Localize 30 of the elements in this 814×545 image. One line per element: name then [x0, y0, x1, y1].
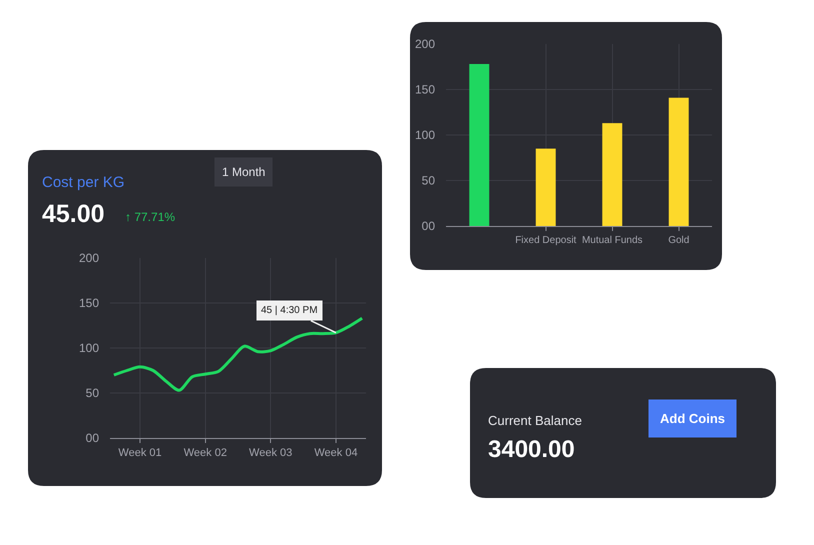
text: Add Coins — [660, 411, 725, 426]
x-tick-label: Week 01 — [118, 447, 162, 460]
bar — [536, 148, 556, 226]
y-tick-label: 100 — [78, 341, 100, 356]
x-tick-label: Mutual Funds — [582, 235, 643, 246]
text: ↑ 77.71% — [125, 210, 176, 224]
text: Current Balance — [488, 413, 582, 428]
y-tick-label: 50 — [86, 386, 100, 400]
text: 3400.00 — [488, 436, 575, 463]
bar — [469, 64, 490, 226]
chart-title: Cost per KG — [42, 174, 125, 191]
bar — [602, 123, 622, 226]
x-tick-label: Week 04 — [314, 447, 358, 460]
y-tick-label: 200 — [414, 37, 436, 52]
x-tick-label: Week 03 — [249, 447, 292, 460]
y-tick-label: 00 — [422, 219, 436, 234]
y-tick-label: 150 — [414, 82, 436, 97]
y-tick-label: 00 — [86, 431, 100, 446]
y-tick-label: 50 — [422, 174, 436, 188]
y-tick-label: 150 — [78, 296, 100, 310]
line-series — [112, 316, 364, 392]
text: 1 Month — [222, 165, 266, 179]
annotation: 45 | 4:30 PM — [261, 305, 318, 316]
x-tick-label: Fixed Deposit — [515, 235, 577, 246]
y-tick-label: 200 — [78, 251, 100, 266]
x-tick-label: Week 02 — [184, 447, 227, 460]
y-tick-label: 100 — [414, 128, 436, 142]
x-tick-label: Gold — [668, 235, 690, 246]
bar — [668, 98, 689, 226]
chart-subtitle: 45.00 — [42, 200, 105, 228]
